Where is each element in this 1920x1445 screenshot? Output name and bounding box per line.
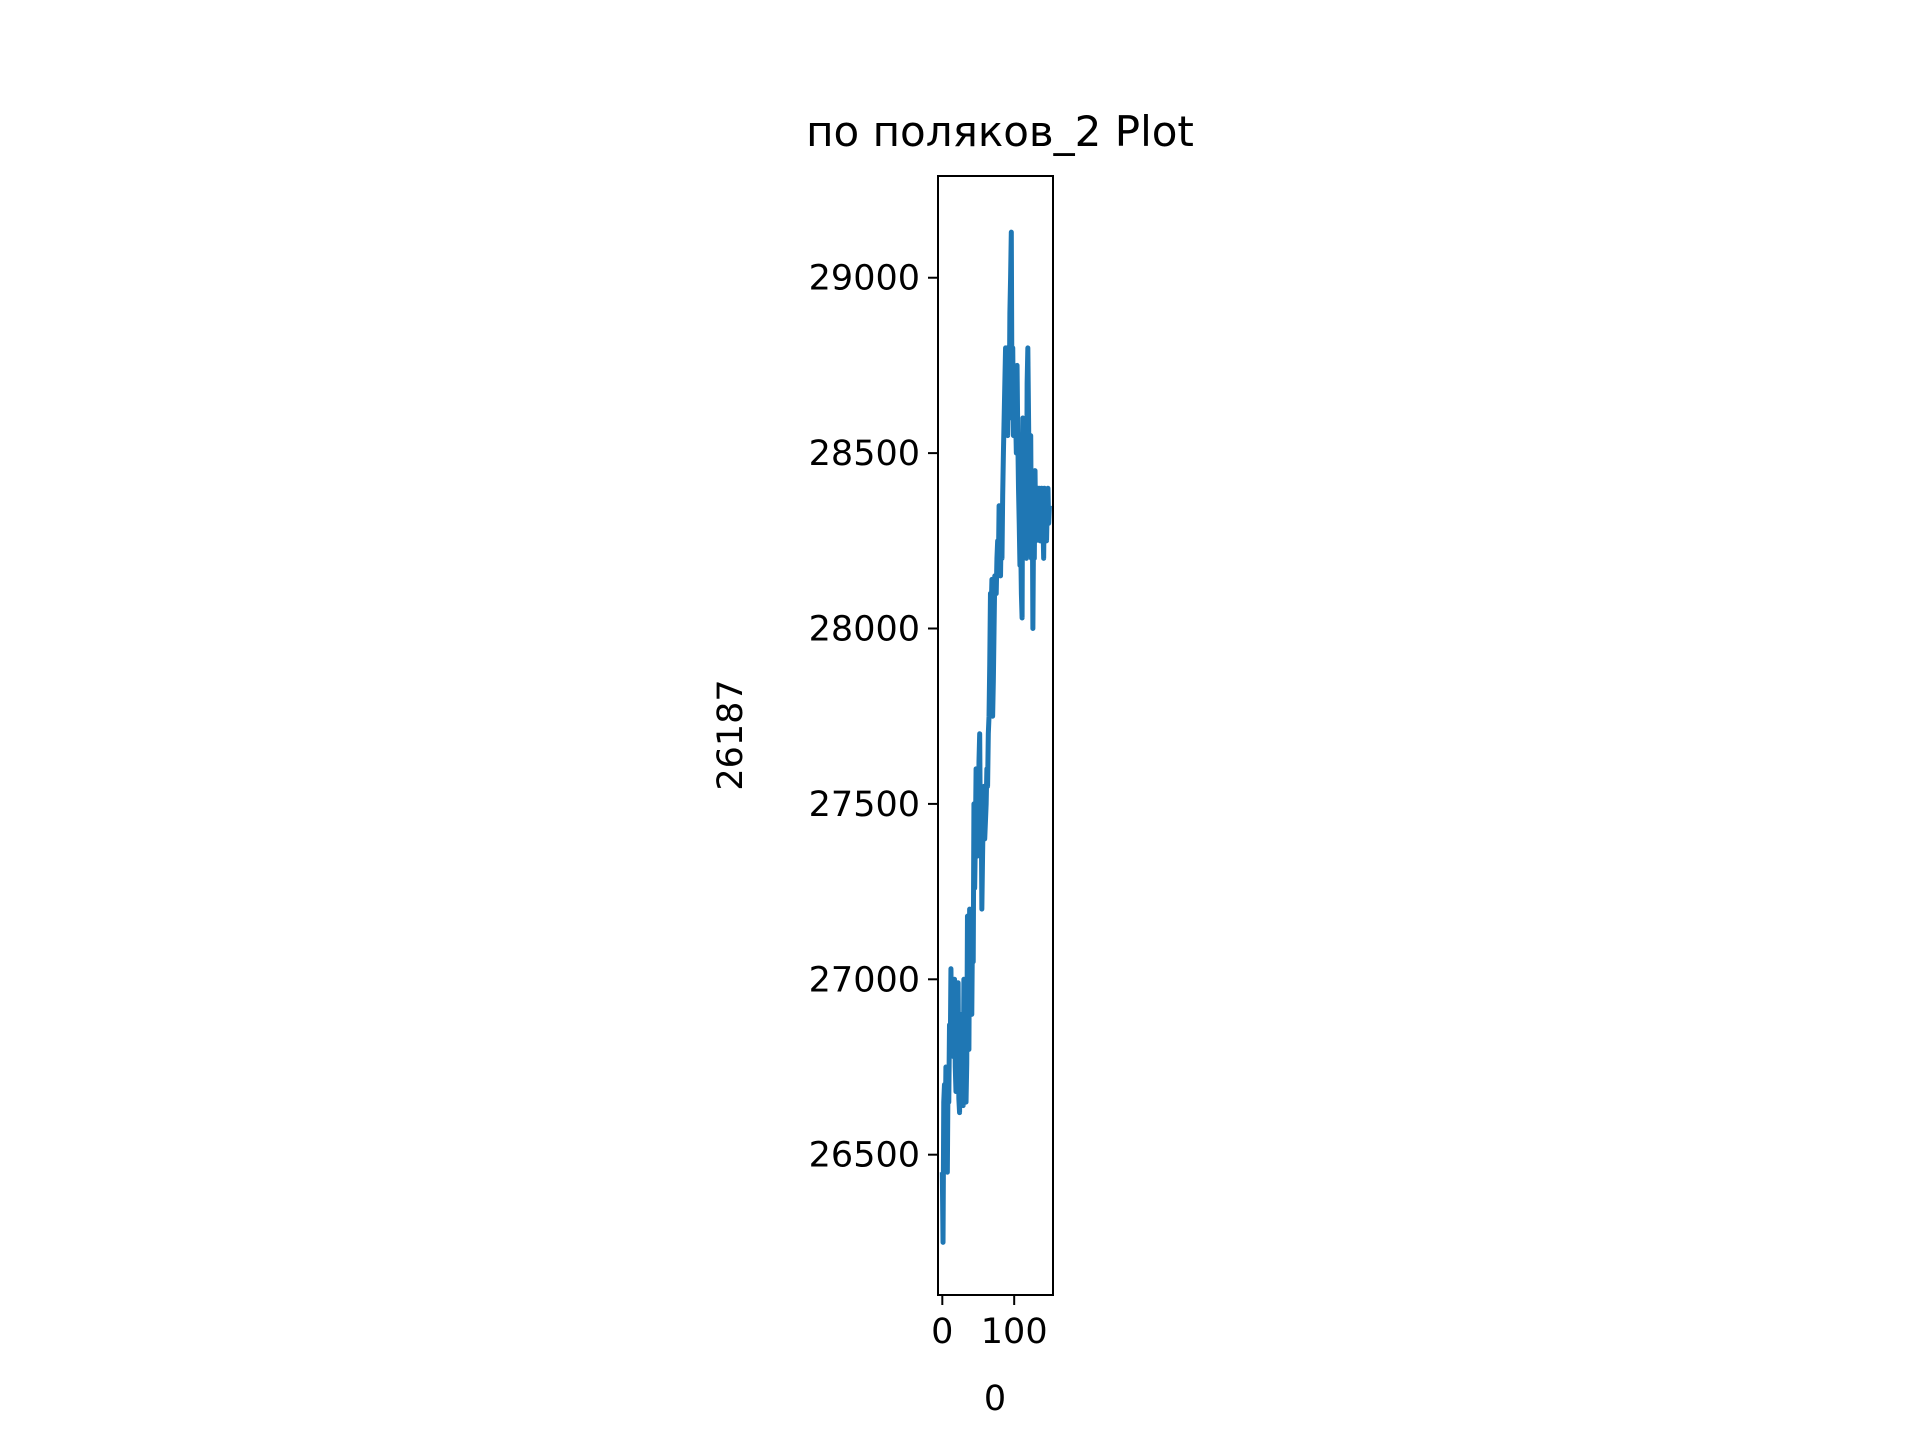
- y-tick-label: 28500: [809, 434, 920, 474]
- y-tick-label: 26500: [809, 1136, 920, 1176]
- y-axis: 26500 27000 27500 28000 28500 29000: [809, 259, 938, 1176]
- y-axis-label: 26187: [711, 679, 751, 790]
- series-line-0: [939, 229, 1052, 1245]
- x-tick-label: 0: [931, 1312, 953, 1352]
- plot-frame: [937, 175, 1054, 1296]
- y-tick-label: 27000: [809, 960, 920, 1000]
- x-tick-label: 100: [981, 1312, 1048, 1352]
- plot-area: [939, 229, 1052, 1245]
- chart-title: по поляков_2 Plot: [806, 107, 1194, 156]
- y-tick-label: 27500: [809, 785, 920, 825]
- y-tick-label: 28000: [809, 610, 920, 650]
- y-tick-label: 29000: [809, 259, 920, 299]
- x-axis: 0 100: [931, 1295, 1048, 1352]
- x-axis-label: 0: [984, 1379, 1006, 1419]
